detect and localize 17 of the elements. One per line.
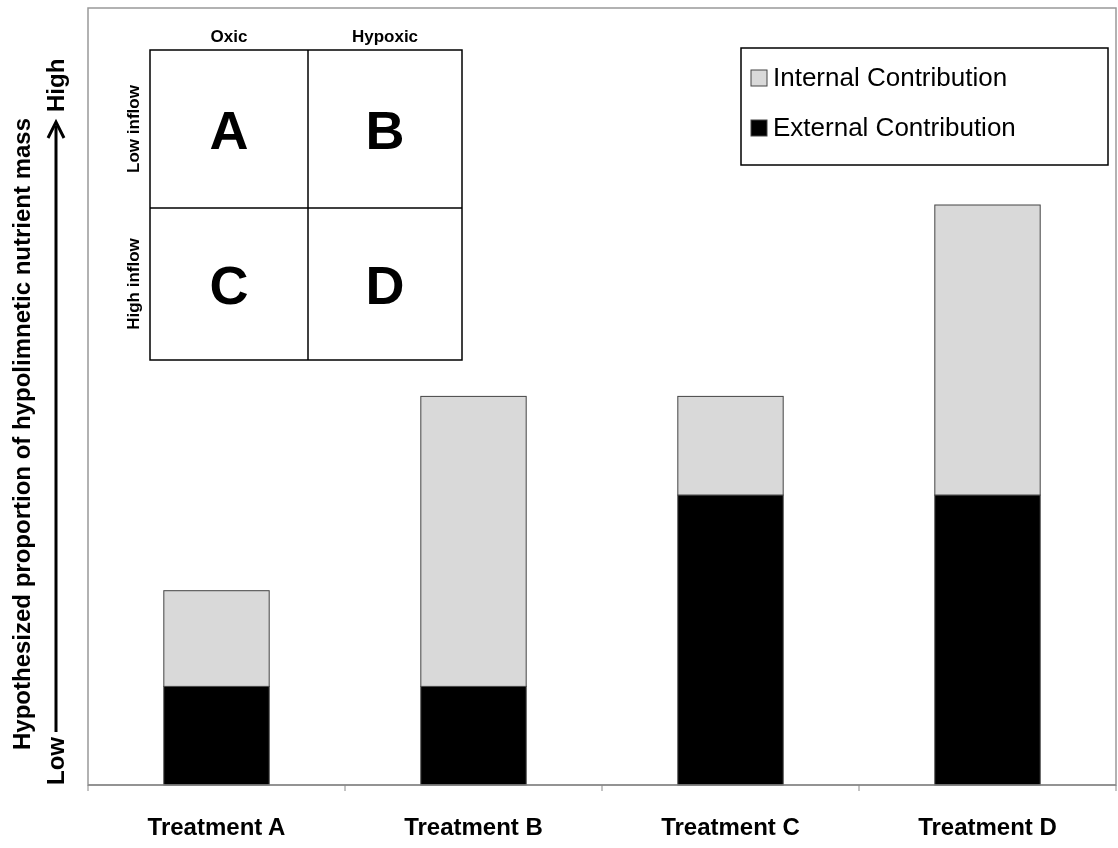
text: Hypoxic xyxy=(351,27,419,46)
text: A xyxy=(209,100,249,160)
x-tick-label: Treatment A xyxy=(147,813,286,840)
legend-label: Internal Contribution xyxy=(773,62,1008,92)
x-tick-label: Treatment D xyxy=(918,813,1057,840)
annotation: High inflow xyxy=(124,237,143,330)
text: Low xyxy=(42,736,69,785)
annotation: D xyxy=(365,255,405,315)
x-tick-label: Treatment B xyxy=(404,813,543,840)
text: B xyxy=(365,100,405,160)
text: Low inflow xyxy=(124,84,143,173)
y-axis-title: Hypothesized proportion of hypolimnetic nutrient mass xyxy=(8,117,35,751)
annotation: C xyxy=(209,255,249,315)
text: Oxic xyxy=(210,27,248,46)
text: High xyxy=(42,58,69,112)
x-tick-label: Treatment C xyxy=(661,813,800,840)
legend-label: External Contribution xyxy=(773,112,1016,142)
